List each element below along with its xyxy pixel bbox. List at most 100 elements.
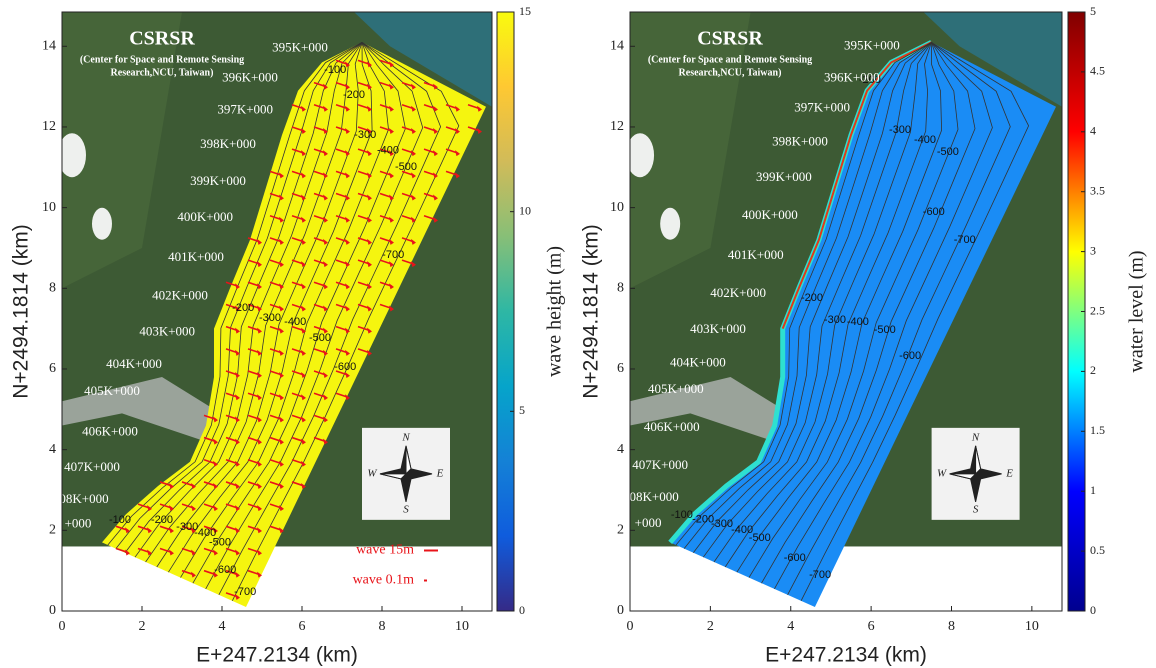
station-label: 401K+000 — [168, 249, 224, 264]
station-label: 398K+000 — [772, 133, 828, 148]
contour-label: -300 — [259, 312, 281, 324]
y-axis-label: N+2494.1814 (km) — [580, 224, 603, 399]
compass-letter: S — [973, 503, 979, 515]
cloud — [660, 208, 680, 240]
contour-label: -500 — [749, 532, 771, 544]
contour-label: -500 — [874, 324, 896, 336]
contour-label: -500 — [209, 536, 231, 548]
y-axis-label: N+2494.1814 (km) — [10, 224, 33, 399]
x-tick-label: 10 — [1025, 619, 1039, 634]
colorbar-tick-label: 0 — [1090, 603, 1096, 617]
figure: -100-200-300-400-500-700-200-300-400-500… — [0, 0, 1156, 668]
colorbar-tick-label: 4 — [1090, 124, 1096, 138]
contour-label: -700 — [234, 586, 256, 598]
contour-label: -700 — [382, 249, 404, 261]
y-tick-label: 2 — [49, 523, 56, 538]
y-tick-label: 6 — [49, 361, 56, 376]
contour-label: -600 — [334, 361, 356, 373]
contour-label: -400 — [284, 316, 306, 328]
contour-label: -600 — [923, 206, 945, 218]
y-tick-label: 4 — [49, 442, 56, 457]
compass-letter: E — [1005, 467, 1013, 479]
x-tick-label: 6 — [299, 619, 306, 634]
compass-letter: N — [401, 431, 410, 443]
station-label: 397K+000 — [794, 99, 850, 114]
compass-letter: W — [367, 467, 377, 479]
contour-label: -700 — [954, 234, 976, 246]
x-tick-label: 2 — [139, 619, 146, 634]
y-tick-label: 8 — [49, 281, 56, 296]
y-tick-label: 4 — [617, 442, 624, 457]
y-tick-label: 0 — [49, 603, 56, 618]
map-subtitle: (Center for Space and Remote Sensing — [648, 54, 812, 65]
contour-label: -300 — [711, 518, 733, 530]
station-label: 406K+000 — [644, 419, 700, 434]
contour-label: -400 — [914, 134, 936, 146]
colorbar-tick-label: 5 — [1090, 4, 1096, 18]
y-tick-label: 14 — [42, 39, 56, 54]
contour-label: -400 — [377, 144, 399, 156]
map-title: CSRSR — [697, 28, 763, 50]
station-label: 406K+000 — [82, 423, 138, 438]
station-label: 399K+000 — [756, 169, 812, 184]
contour-label: -500 — [395, 161, 417, 173]
x-tick-label: 0 — [627, 619, 634, 634]
colorbar-tick-label: 2.5 — [1090, 303, 1105, 317]
map-title: CSRSR — [129, 28, 195, 50]
station-label: 401K+000 — [728, 247, 784, 262]
contour-label: -500 — [937, 146, 959, 158]
y-tick-label: 8 — [617, 281, 624, 296]
station-label: 407K+000 — [632, 457, 688, 472]
colorbar-tick-label: 5 — [519, 403, 525, 417]
station-label: 405K+000 — [648, 381, 704, 396]
station-label: 402K+000 — [152, 287, 208, 302]
x-tick-label: 4 — [219, 619, 226, 634]
legend-label: wave 0.1m — [353, 573, 415, 588]
colorbar-tick-label: 10 — [519, 203, 531, 217]
x-tick-label: 8 — [948, 619, 955, 634]
station-label: 405K+000 — [84, 383, 140, 398]
contour-label: -200 — [343, 89, 365, 101]
panel: -100-200-300-400-500-700-200-300-400-500… — [10, 4, 566, 667]
colorbar-tick-label: 4.5 — [1090, 64, 1105, 78]
contour-label: -100 — [671, 509, 693, 521]
x-axis-label: E+247.2134 (km) — [196, 644, 358, 667]
station-label: 403K+000 — [139, 323, 195, 338]
colorbar-tick-label: 1.5 — [1090, 423, 1105, 437]
station-label: 402K+000 — [710, 285, 766, 300]
map-subtitle: Research,NCU, Taiwan) — [679, 67, 782, 78]
colorbar-label: wave height (m) — [544, 246, 566, 377]
contour-label: -300 — [824, 314, 846, 326]
panel: -200-300-400-500-600-700-200-300-400-500… — [580, 4, 1148, 667]
y-tick-label: 12 — [610, 119, 624, 134]
map-subtitle: Research,NCU, Taiwan) — [111, 67, 214, 78]
contour-label: -600 — [784, 552, 806, 564]
y-tick-label: 12 — [42, 119, 56, 134]
compass-letter: N — [971, 431, 980, 443]
x-tick-label: 6 — [868, 619, 875, 634]
x-tick-label: 2 — [707, 619, 714, 634]
station-label: 404K+000 — [670, 355, 726, 370]
colorbar-tick-label: 2 — [1090, 363, 1096, 377]
contour-label: -400 — [847, 316, 869, 328]
station-label: 403K+000 — [690, 321, 746, 336]
colorbar-tick-label: 15 — [519, 4, 531, 18]
contour-label: -200 — [151, 514, 173, 526]
compass-letter: E — [436, 467, 444, 479]
y-tick-label: 6 — [617, 361, 624, 376]
station-label: 400K+000 — [177, 209, 233, 224]
station-label: 400K+000 — [742, 207, 798, 222]
colorbar — [497, 12, 514, 611]
colorbar-tick-label: 1 — [1090, 483, 1096, 497]
station-label: 08K+000 — [629, 489, 678, 504]
station-label: 396K+000 — [222, 70, 278, 85]
colorbar-label: water level (m) — [1126, 250, 1148, 372]
station-label: 399K+000 — [190, 173, 246, 188]
y-tick-label: 10 — [42, 200, 56, 215]
station-label: 397K+000 — [217, 101, 273, 116]
y-tick-label: 2 — [617, 523, 624, 538]
contour-label: -500 — [309, 332, 331, 344]
contour-label: -100 — [109, 514, 131, 526]
station-label: +000 — [65, 515, 92, 530]
contour-label: -300 — [889, 124, 911, 136]
